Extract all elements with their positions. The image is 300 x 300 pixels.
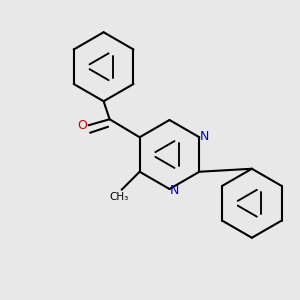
Text: N: N <box>170 184 180 197</box>
Text: O: O <box>77 119 87 132</box>
Text: CH₃: CH₃ <box>110 192 129 202</box>
Text: N: N <box>200 130 209 142</box>
